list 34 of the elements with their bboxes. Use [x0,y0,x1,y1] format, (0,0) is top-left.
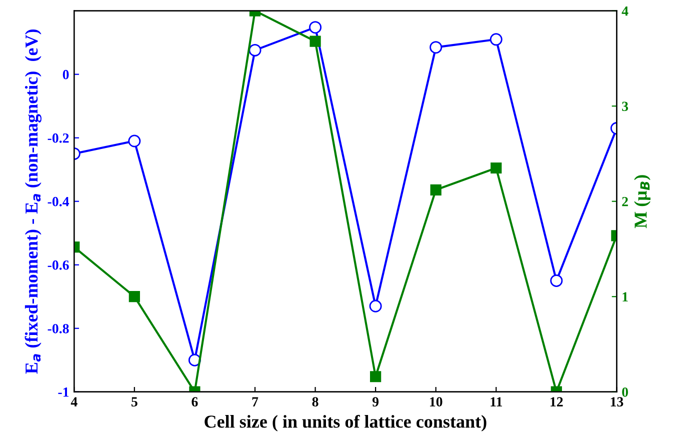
point [490,162,502,174]
point [430,41,442,54]
y2-tick-label: 1 [622,292,628,302]
y2-tick-label: 0 [622,387,628,397]
y-tick-label: -0.4 [48,196,70,206]
point [430,184,442,196]
x-tick-label: 12 [550,397,563,406]
point [369,300,382,312]
x-tick-label: 5 [132,397,138,406]
y2-axis-title: M (μ$_{B}$) [634,175,650,228]
y-tick-label: -0.6 [48,260,69,270]
x-axis-title: Cell size ( in units of lattice constant) [204,414,486,432]
x-tick-label: 4 [70,397,78,406]
point [128,291,140,302]
x-tick-label: 13 [610,397,624,406]
x-tick-label: 9 [372,397,379,406]
y-tick-label: 0 [62,70,69,80]
x-tick-label: 8 [312,397,318,406]
x-tick-label: 7 [252,397,258,406]
x-tick-label: 10 [430,397,442,406]
x-tick-label: 6 [192,397,198,406]
point [248,44,262,56]
point [309,21,322,34]
point [550,274,563,287]
y-axis-title: E$_{a}$ (fixed-moment) - E$_{a}$ (non-magnetic) (eV) [24,30,42,374]
y2-tick-label: 3 [622,102,628,112]
y-tick-label: -0.2 [48,133,69,143]
y-tick-label: -1 [58,388,69,397]
y2-tick-label: 4 [622,6,628,16]
x-tick-label: 11 [490,397,502,406]
y2-tick-label: 2 [622,196,628,206]
y-tick-label: -0.8 [48,324,69,334]
point [490,33,502,46]
point [128,134,141,148]
